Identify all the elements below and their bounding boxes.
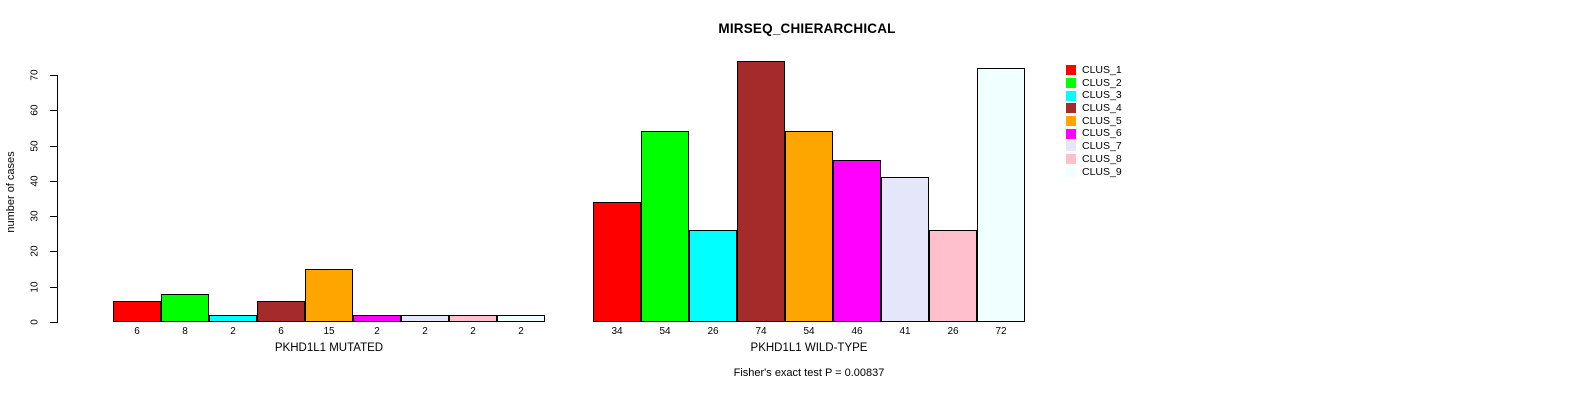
y-axis-tick-label: 10: [29, 281, 41, 293]
y-axis-tick-label: 50: [29, 140, 41, 152]
fisher-test-text: Fisher's exact test P = 0.00837: [733, 367, 885, 379]
bar-count-label: 41: [899, 326, 911, 337]
legend-item: CLUS_5: [1066, 115, 1122, 128]
bar-clus_8: [449, 315, 497, 322]
y-axis-tick: [50, 251, 57, 252]
bar-count-label: 8: [182, 326, 188, 337]
y-axis-tick: [50, 181, 57, 182]
y-axis-tick: [50, 110, 57, 111]
legend-label: CLUS_4: [1082, 102, 1122, 115]
legend-label: CLUS_7: [1082, 140, 1122, 153]
bar-count-label: 72: [995, 326, 1007, 337]
legend-swatch-icon: [1066, 141, 1076, 152]
bar-clus_2: [161, 294, 209, 322]
y-axis-tick-label: 20: [29, 245, 41, 257]
bar-clus_4: [737, 61, 785, 322]
bar-clus_1: [113, 301, 161, 322]
y-axis-tick: [50, 322, 57, 323]
y-axis-tick-label: 70: [29, 69, 41, 81]
bar-clus_2: [641, 131, 689, 322]
bar-clus_9: [497, 315, 545, 322]
bar-clus_6: [833, 160, 881, 322]
y-axis-label: number of cases: [5, 151, 17, 233]
legend-swatch-icon: [1066, 78, 1076, 89]
legend-label: CLUS_5: [1082, 114, 1122, 127]
bar-count-label: 54: [803, 326, 815, 337]
legend-swatch-icon: [1066, 103, 1076, 114]
bar-count-label: 6: [278, 326, 284, 337]
bar-count-label: 2: [518, 326, 524, 337]
bar-count-label: 6: [134, 326, 140, 337]
y-axis-tick-label: 30: [29, 210, 41, 222]
bar-clus_9: [977, 68, 1025, 322]
bar-count-label: 26: [707, 326, 719, 337]
legend-swatch-icon: [1066, 154, 1076, 165]
legend-label: CLUS_9: [1082, 165, 1122, 178]
y-axis-tick: [50, 216, 57, 217]
y-axis-tick: [50, 287, 57, 288]
legend-item: CLUS_7: [1066, 140, 1122, 153]
bar-clus_6: [353, 315, 401, 322]
x-group-label: PKHD1L1 WILD-TYPE: [750, 342, 868, 354]
legend: CLUS_1 CLUS_2 CLUS_3 CLUS_4 CLUS_5 CLUS_6 CLUS…: [1066, 64, 1122, 178]
bar-count-label: 2: [230, 326, 236, 337]
bar-count-label: 34: [611, 326, 623, 337]
bar-clus_3: [689, 230, 737, 322]
y-axis-tick-label: 0: [29, 319, 41, 325]
legend-label: CLUS_8: [1082, 152, 1122, 165]
legend-swatch-icon: [1066, 90, 1076, 101]
y-axis-tick: [50, 75, 57, 76]
chart-title: MIRSEQ_CHIERARCHICAL: [718, 21, 896, 36]
bar-clus_5: [305, 269, 353, 322]
legend-item: CLUS_9: [1066, 166, 1122, 179]
legend-item: CLUS_4: [1066, 102, 1122, 115]
legend-item: CLUS_6: [1066, 127, 1122, 140]
bar-count-label: 46: [851, 326, 863, 337]
bar-clus_7: [401, 315, 449, 322]
y-axis-tick-label: 40: [29, 175, 41, 187]
bar-clus_4: [257, 301, 305, 322]
legend-item: CLUS_8: [1066, 153, 1122, 166]
bar-count-label: 2: [374, 326, 380, 337]
y-axis-line: [57, 75, 58, 323]
legend-item: CLUS_2: [1066, 77, 1122, 90]
legend-label: CLUS_1: [1082, 64, 1122, 76]
bar-count-label: 54: [659, 326, 671, 337]
bar-count-label: 74: [755, 326, 767, 337]
bar-clus_7: [881, 177, 929, 322]
bar-count-label: 2: [422, 326, 428, 337]
bar-clus_8: [929, 230, 977, 322]
legend-swatch-icon: [1066, 128, 1076, 139]
legend-item: CLUS_3: [1066, 89, 1122, 102]
bar-count-label: 15: [323, 326, 335, 337]
legend-swatch-icon: [1066, 166, 1076, 177]
bar-clus_1: [593, 202, 641, 322]
x-group-label: PKHD1L1 MUTATED: [274, 342, 384, 354]
bar-clus_3: [209, 315, 257, 322]
bar-clus_5: [785, 131, 833, 322]
bar-count-label: 2: [470, 326, 476, 337]
y-axis-tick-label: 60: [29, 104, 41, 116]
legend-label: CLUS_6: [1082, 127, 1122, 140]
legend-label: CLUS_3: [1082, 89, 1122, 102]
y-axis-tick: [50, 146, 57, 147]
legend-swatch-icon: [1066, 116, 1076, 127]
legend-swatch-icon: [1066, 65, 1076, 76]
bar-count-label: 26: [947, 326, 959, 337]
legend-item: CLUS_1: [1066, 64, 1122, 77]
legend-label: CLUS_2: [1082, 76, 1122, 89]
